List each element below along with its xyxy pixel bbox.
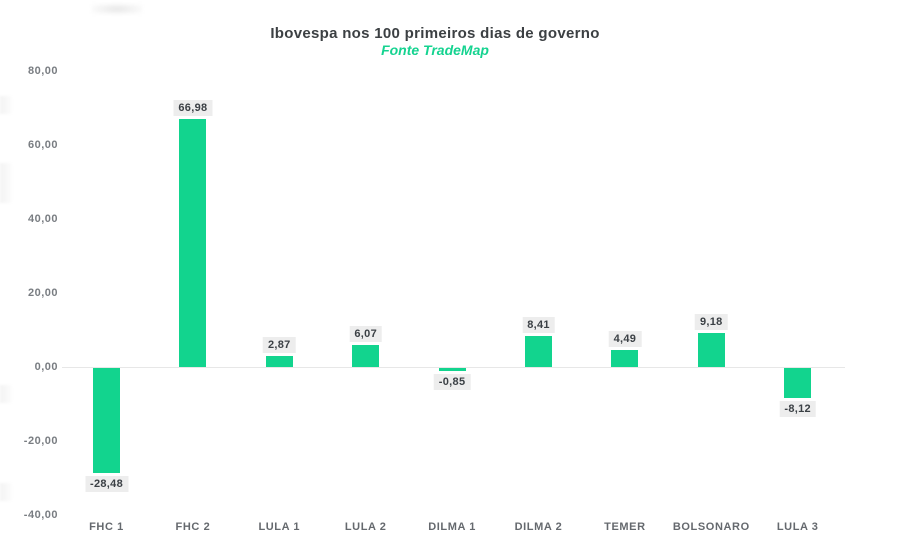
bar xyxy=(525,335,552,367)
chart-subtitle: Fonte TradeMap xyxy=(381,42,489,58)
y-axis-tick-label: 0,00 xyxy=(34,361,58,373)
bar-value-label: 4,49 xyxy=(608,331,642,348)
y-axis-tick-label: -20,00 xyxy=(23,435,58,447)
edge-watermark-artifact xyxy=(0,385,13,403)
bar-value-label: 6,07 xyxy=(349,325,382,342)
y-axis-tick-label: -40,00 xyxy=(23,509,58,521)
y-axis-tick-label: 20,00 xyxy=(27,287,58,299)
bar xyxy=(265,356,293,367)
x-axis-category-label: BOLSONARO xyxy=(672,521,750,533)
x-axis-category-label: DILMA 2 xyxy=(514,521,563,533)
bar xyxy=(352,344,380,367)
x-axis-category-label: LULA 3 xyxy=(776,521,819,533)
x-axis-category-label: LULA 2 xyxy=(344,521,387,533)
bar xyxy=(784,368,812,399)
chart-title: Ibovespa nos 100 primeiros dias de gover… xyxy=(270,25,600,42)
x-axis-category-label: DILMA 1 xyxy=(428,521,476,533)
zero-axis-line xyxy=(62,367,845,368)
bar xyxy=(611,350,639,367)
bar xyxy=(697,333,725,367)
edge-watermark-artifact xyxy=(0,96,13,114)
bar-value-label: -0,85 xyxy=(433,374,471,391)
edge-watermark-artifact xyxy=(0,483,13,501)
bar-value-label: 2,87 xyxy=(262,337,296,354)
y-axis-tick-label: 80,00 xyxy=(27,65,58,77)
bar-value-label: 66,98 xyxy=(173,100,213,117)
bar xyxy=(438,368,466,372)
edge-watermark-artifact xyxy=(0,163,13,203)
bar-value-label: 9,18 xyxy=(694,314,728,331)
watermark-smudge xyxy=(92,4,142,14)
x-axis-category-label: FHC 2 xyxy=(175,521,211,533)
bar-value-label: 8,41 xyxy=(522,316,555,333)
bar xyxy=(179,119,207,367)
bar-value-label: -8,12 xyxy=(779,401,816,418)
y-axis-tick-label: 60,00 xyxy=(27,139,58,151)
bar-value-label: -28,48 xyxy=(85,476,128,493)
x-axis-category-label: TEMER xyxy=(604,521,646,533)
y-axis-tick-label: 40,00 xyxy=(27,213,58,225)
x-axis-category-label: FHC 1 xyxy=(89,521,124,533)
bar xyxy=(93,368,120,474)
x-axis-category-label: LULA 1 xyxy=(258,521,301,533)
